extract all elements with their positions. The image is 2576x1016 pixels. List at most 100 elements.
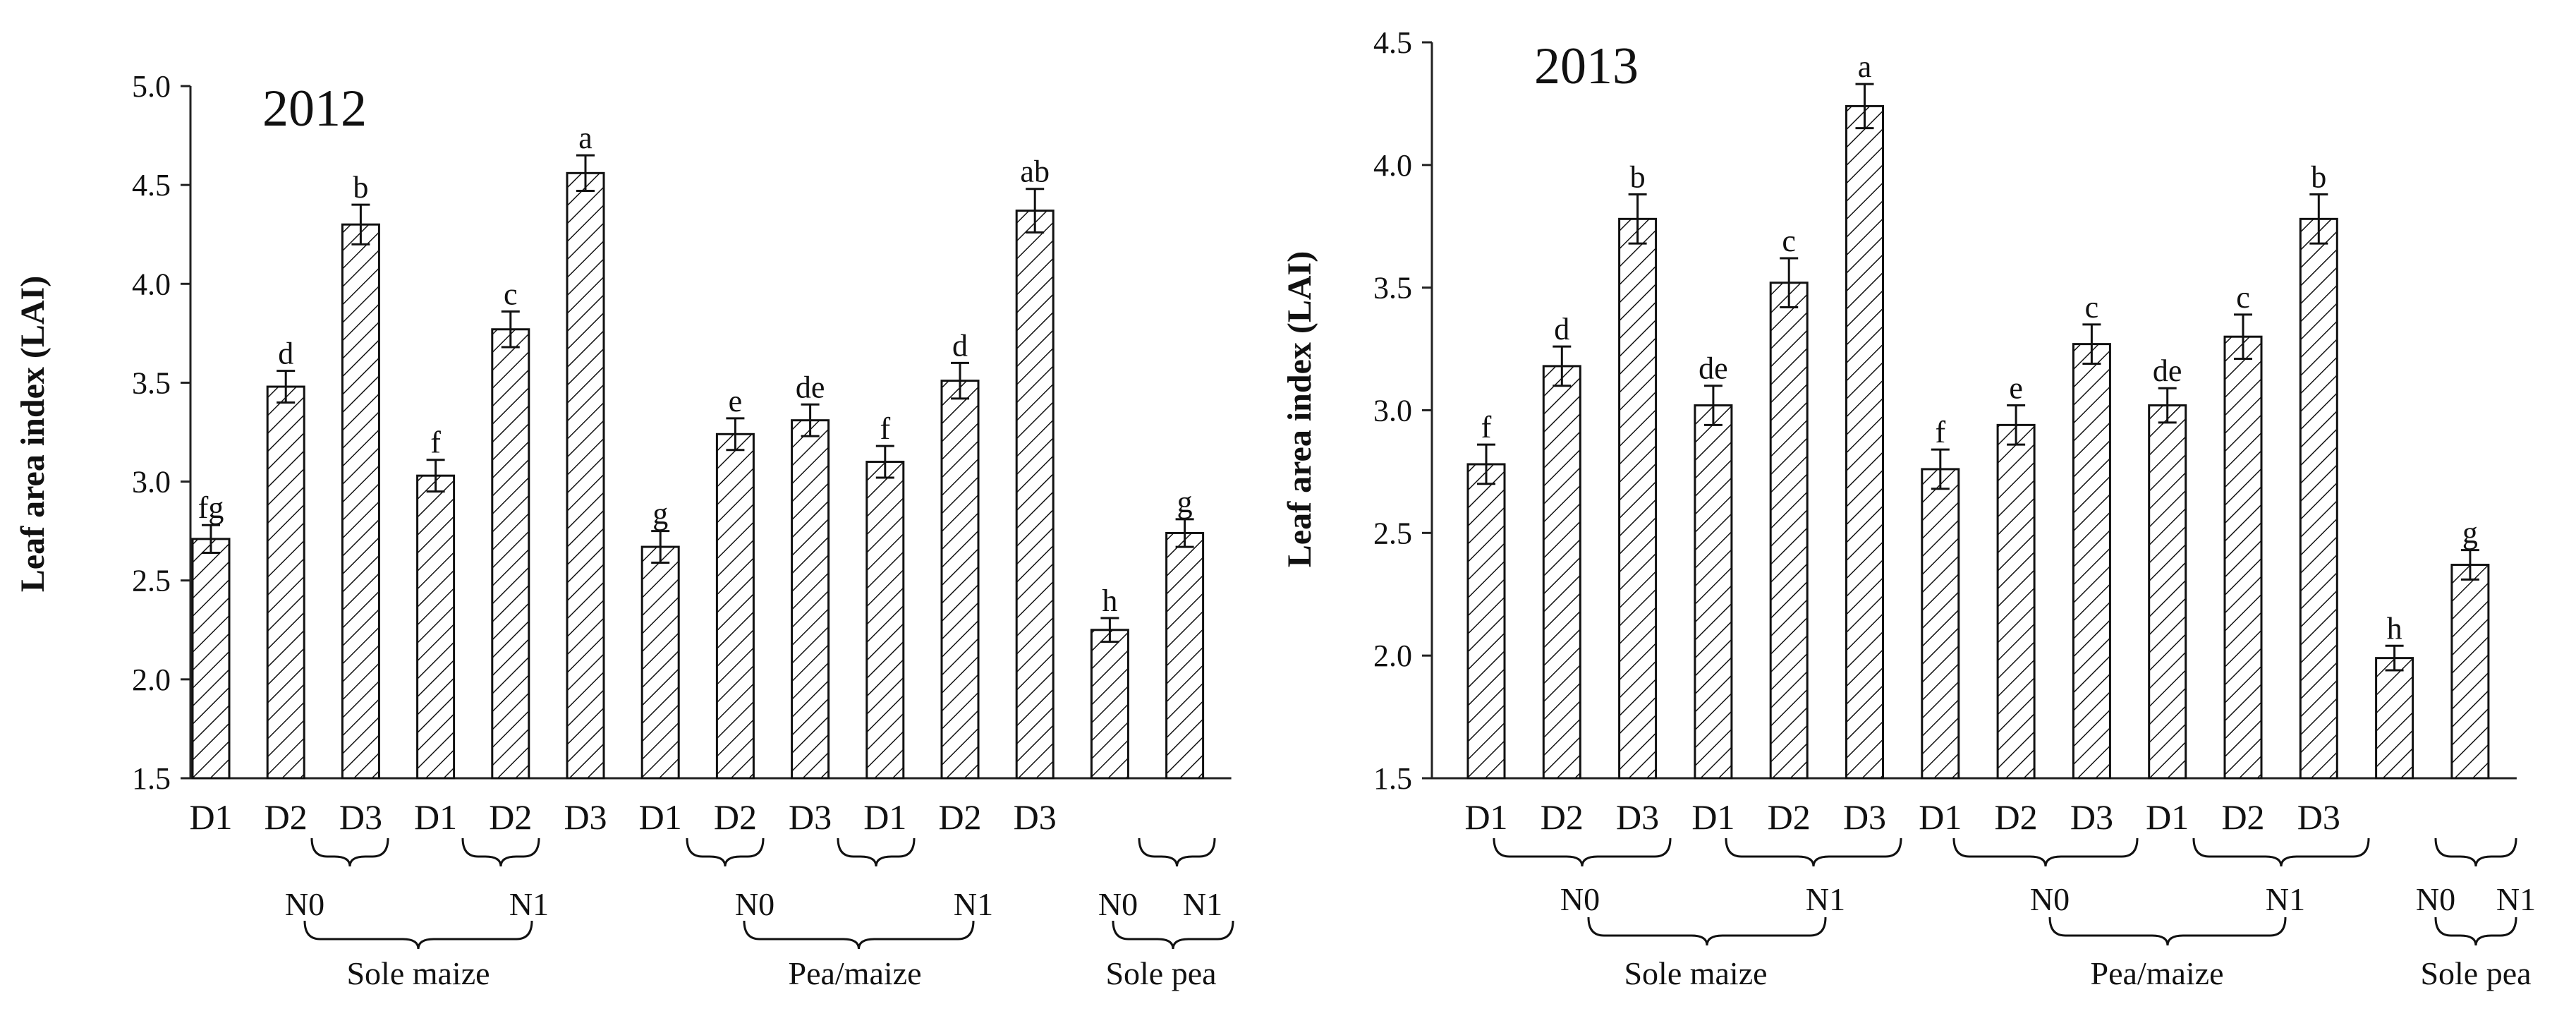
nitrogen-bracket (461, 837, 540, 867)
bar (1845, 104, 1884, 780)
system-label: Pea/maize (2090, 955, 2223, 991)
bar (1769, 282, 1809, 780)
system-label: Sole pea (1105, 955, 1216, 991)
x-tick-label: D3 (789, 797, 832, 837)
y-tick-label: 2.0 (132, 663, 171, 697)
nitrogen-bracket (2192, 837, 2370, 867)
y-tick-label: 3.5 (1373, 271, 1412, 306)
system-label: Sole maize (1624, 955, 1767, 991)
y-tick-label: 2.5 (1373, 516, 1412, 550)
bar (2299, 217, 2338, 780)
bar (940, 380, 980, 780)
bar (1996, 423, 2036, 780)
x-tick-label: D1 (1464, 797, 1507, 837)
significance-label: c (2236, 280, 2250, 315)
x-tick-label: D3 (1616, 797, 1659, 837)
nitrogen-label: N1 (1183, 886, 1222, 922)
bar (2223, 335, 2263, 780)
x-tick-label: D3 (1014, 797, 1057, 837)
bar (2072, 343, 2111, 780)
nitrogen-label: N0 (2416, 881, 2455, 917)
y-tick-label: 4.0 (132, 267, 171, 301)
chart-title: 2013 (1534, 37, 1639, 95)
bar (1618, 217, 1658, 780)
y-tick-label: 2.0 (1373, 639, 1412, 673)
system-bracket (1587, 917, 1827, 946)
bar (491, 328, 530, 780)
bar (2450, 564, 2490, 780)
system-label: Pea/maize (788, 955, 921, 991)
nitrogen-bracket (2434, 837, 2517, 867)
nitrogen-bracket (837, 837, 916, 867)
nitrogen-label: N0 (1098, 886, 1138, 922)
x-tick-label: D1 (414, 797, 457, 837)
significance-label: fg (198, 490, 224, 525)
significance-label: h (2387, 611, 2402, 646)
nitrogen-bracket (1952, 837, 2139, 867)
bar (2375, 657, 2414, 780)
nitrogen-bracket (310, 837, 389, 867)
nitrogen-bracket (686, 837, 765, 867)
system-label: Sole maize (346, 955, 490, 991)
x-tick-label: D2 (1541, 797, 1584, 837)
significance-label: c (1782, 224, 1796, 258)
significance-label: de (2153, 353, 2182, 388)
significance-label: f (430, 425, 441, 460)
bar (266, 385, 305, 780)
nitrogen-bracket (1725, 837, 1902, 867)
significance-label: b (1630, 160, 1646, 195)
system-bracket (303, 920, 533, 950)
x-tick-label: D1 (1919, 797, 1962, 837)
x-tick-label: D2 (1768, 797, 1811, 837)
x-tick-label: D2 (938, 797, 981, 837)
significance-label: g (1177, 485, 1193, 519)
nitrogen-label: N0 (285, 886, 324, 922)
y-tick-label: 3.5 (132, 365, 171, 400)
bar (416, 474, 456, 780)
significance-label: a (1858, 49, 1872, 84)
significance-label: de (796, 370, 825, 404)
x-tick-label: D3 (339, 797, 382, 837)
nitrogen-label: N0 (2030, 881, 2070, 917)
x-tick-label: D1 (639, 797, 682, 837)
chart-panel-2012: 1.5 2.0 2.5 3.0 3.5 4.0 4.5 5.0 2012 Leaf area in… (14, 69, 1234, 991)
nitrogen-label: N1 (509, 886, 549, 922)
y-tick-label: 4.5 (132, 168, 171, 202)
system-bracket (1112, 920, 1234, 950)
x-tick-label: D2 (2221, 797, 2264, 837)
y-axis-label: Leaf area index (LAI) (14, 276, 51, 592)
significance-label: d (1554, 312, 1569, 346)
significance-label: f (1481, 410, 1492, 445)
nitrogen-label: N0 (1560, 881, 1600, 917)
bar (1921, 468, 1960, 780)
system-bracket (2434, 917, 2517, 946)
bar (1015, 210, 1055, 780)
y-tick-label: 4.0 (1373, 148, 1412, 183)
bar (1090, 629, 1129, 780)
significance-label: ab (1020, 155, 1050, 189)
x-tick-label: D2 (1995, 797, 2038, 837)
bar (341, 223, 380, 780)
x-tick-label: D3 (2070, 797, 2113, 837)
x-tick-label: D3 (1843, 797, 1886, 837)
bar (191, 538, 231, 780)
significance-label: h (1102, 583, 1117, 618)
significance-label: f (1935, 415, 1945, 449)
y-tick-label: 4.5 (1373, 25, 1412, 60)
significance-label: b (2311, 160, 2326, 195)
bar (1165, 531, 1205, 780)
y-tick-label: 2.5 (132, 564, 171, 598)
nitrogen-label: N1 (2496, 881, 2536, 917)
x-tick-label: D1 (1691, 797, 1734, 837)
x-tick-label: D1 (863, 797, 906, 837)
significance-label: a (578, 121, 593, 155)
bar (2148, 404, 2187, 780)
bar (1694, 404, 1733, 780)
significance-label: f (880, 411, 890, 446)
bar (1542, 365, 1581, 780)
significance-label: de (1699, 351, 1728, 386)
nitrogen-bracket (1138, 837, 1216, 867)
bar (640, 545, 680, 780)
significance-label: b (353, 170, 368, 205)
